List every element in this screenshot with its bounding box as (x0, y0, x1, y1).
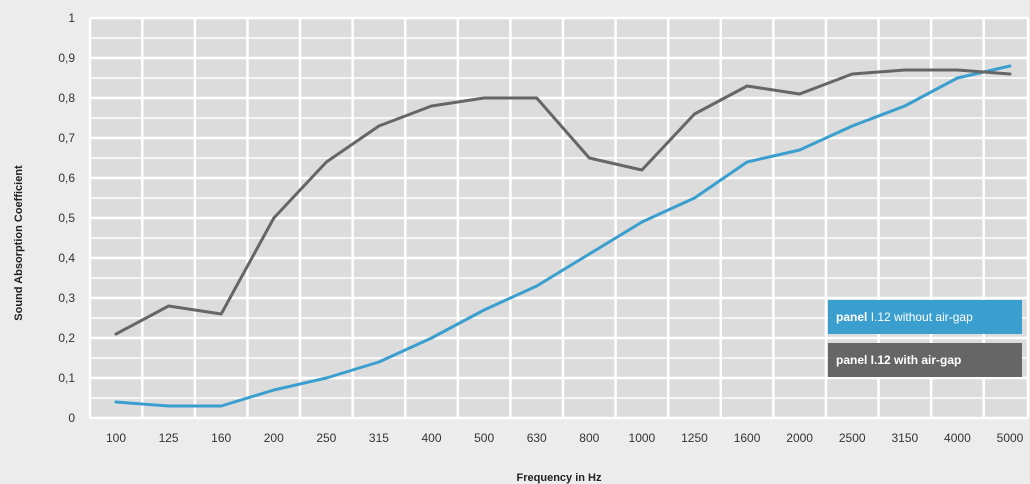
series-line-without-air-gap (114, 64, 1012, 408)
legend-label-bold: panel I.12 with air-gap (836, 353, 962, 367)
series-line-with-air-gap (114, 68, 1012, 336)
x-axis-title: Frequency in Hz (517, 472, 602, 484)
y-tick-label: 0,1 (58, 371, 75, 385)
y-tick-label: 0,9 (58, 51, 75, 65)
x-tick-label: 2500 (839, 431, 866, 445)
x-tick-label: 5000 (997, 431, 1024, 445)
x-tick-label: 250 (316, 431, 336, 445)
legend-entry-with-air-gap: panel I.12 with air-gap (828, 343, 1022, 377)
legend-entry-without-air-gap: panel I.12 without air-gap (828, 300, 1022, 334)
x-tick-label: 500 (474, 431, 494, 445)
x-tick-label: 4000 (944, 431, 971, 445)
y-tick-label: 1 (68, 11, 75, 25)
x-tick-label: 160 (211, 431, 231, 445)
x-tick-label: 100 (106, 431, 126, 445)
x-tick-label: 125 (159, 431, 179, 445)
x-tick-label: 1000 (629, 431, 656, 445)
series-lines (114, 64, 1012, 408)
x-axis-ticks: 100 125 160 200 250 315 400 500 630 800 1000 1250 16… (106, 431, 1024, 445)
legend-label-rest: I.12 without air-gap (870, 310, 973, 324)
x-tick-label: 400 (422, 431, 442, 445)
x-tick-label: 200 (264, 431, 284, 445)
x-tick-label: 2000 (786, 431, 813, 445)
x-tick-label: 3150 (891, 431, 918, 445)
y-tick-label: 0,8 (58, 91, 75, 105)
y-axis-title: Sound Absorption Coefficient (13, 165, 25, 321)
y-tick-label: 0,2 (58, 331, 75, 345)
y-tick-label: 0,6 (58, 171, 75, 185)
y-tick-label: 0 (68, 411, 75, 425)
y-tick-label: 0,4 (58, 251, 75, 265)
y-tick-label: 0,5 (58, 211, 75, 225)
x-tick-label: 1600 (734, 431, 761, 445)
y-tick-label: 0,3 (58, 291, 75, 305)
x-tick-label: 1250 (681, 431, 708, 445)
x-tick-label: 315 (369, 431, 389, 445)
legend-label-bold: panel (836, 310, 868, 324)
y-tick-label: 0,7 (58, 131, 75, 145)
x-tick-label: 800 (579, 431, 599, 445)
y-axis-ticks: 0 0,1 0,2 0,3 0,4 0,5 0,6 0,7 0,8 0,9 1 (58, 11, 75, 425)
x-tick-label: 630 (527, 431, 547, 445)
